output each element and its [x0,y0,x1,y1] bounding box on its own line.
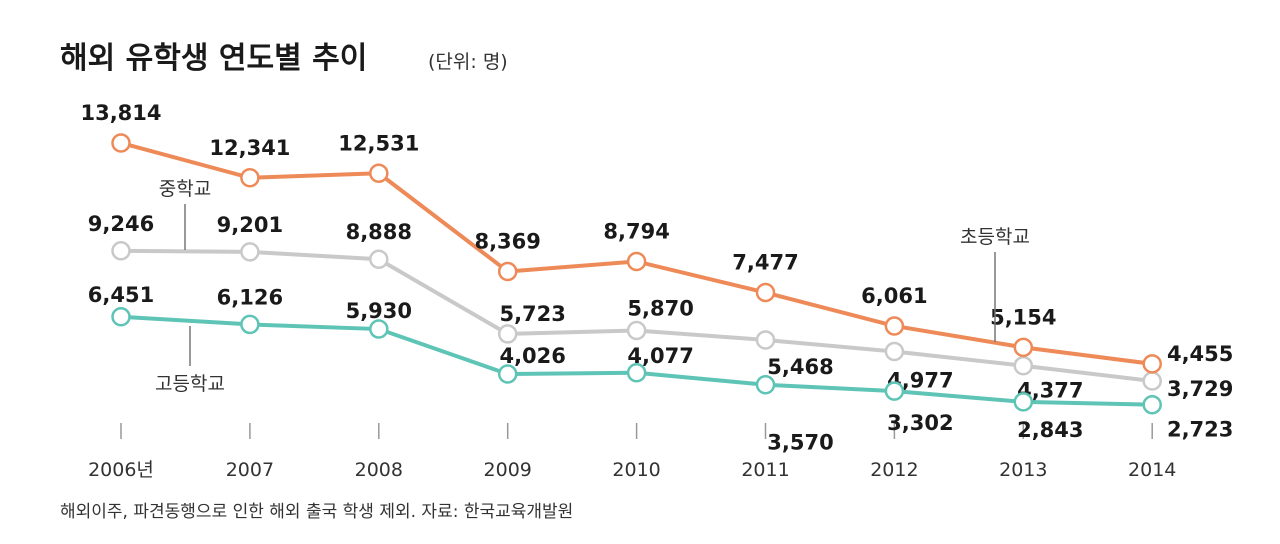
data-label: 8,794 [603,219,669,243]
series-2: 6,451 6,126 5,930 4,026 4,077 3,570 3,302 2,843… [88,283,1234,455]
data-point [111,133,131,153]
data-point [1013,392,1034,412]
data-point [111,241,131,261]
data-label: 4,455 [1167,342,1233,366]
data-point [497,261,518,282]
data-point [369,163,389,184]
data-label: 8,369 [474,229,540,253]
data-label: 6,126 [217,285,283,309]
data-point [626,363,647,383]
series-label: 중학교 [159,178,211,200]
data-point [369,319,389,339]
data-point [1142,394,1162,415]
data-label: 12,531 [338,131,419,155]
data-label: 12,341 [209,136,290,160]
data-point [626,320,647,341]
chart-unit: (단위: 명) [428,51,508,73]
data-label: 9,201 [217,213,283,237]
data-point [1013,355,1034,376]
data-label: 9,246 [88,212,154,236]
data-point [240,314,260,335]
data-point [240,168,260,188]
data-point [884,381,905,401]
data-label: 5,723 [499,302,565,326]
data-point [884,316,905,336]
x-tick-label: 2009 [484,459,532,481]
data-point [1013,337,1034,358]
x-tick-label: 2010 [612,459,660,481]
data-point [755,330,776,350]
series-label: 초등학교 [960,226,1030,248]
data-point [755,282,776,303]
x-tick-label: 2006년 [88,459,154,481]
data-label: 6,061 [861,284,927,308]
data-label: 5,154 [990,305,1056,329]
data-label: 3,302 [887,411,953,435]
x-tick-label: 2007 [226,459,274,481]
data-point [111,307,131,327]
x-tick-label: 2011 [741,459,789,481]
data-label: 3,570 [767,431,833,455]
data-point [497,324,518,344]
x-tick-label: 2014 [1128,459,1176,481]
data-point [1142,354,1162,374]
data-label: 4,026 [499,344,565,368]
data-label: 4,077 [627,344,693,368]
data-point [1142,371,1162,391]
data-label: 5,468 [767,355,833,379]
data-label: 2,843 [1017,418,1083,442]
data-label: 5,870 [627,296,693,320]
data-point [626,251,647,272]
data-label: 3,729 [1167,377,1233,401]
data-label: 7,477 [732,251,798,275]
x-tick-label: 2012 [870,459,918,481]
data-label: 6,451 [88,283,154,307]
data-label: 5,930 [346,299,412,323]
data-label: 2,723 [1167,418,1233,442]
series-label: 고등학교 [155,373,225,395]
data-point [240,242,260,262]
series-0: 13,814 12,341 12,531 8,369 8,794 7,477 6,061 5,… [80,101,1233,374]
data-point [755,374,776,395]
x-tick-label: 2013 [999,459,1047,481]
footnote: 해외이주, 파견동행으로 인한 해외 출국 학생 제외. 자료: 한국교육개발원 [60,502,573,522]
data-point [497,364,518,384]
data-label: 13,814 [80,101,161,125]
data-label: 8,888 [346,220,412,244]
data-point [369,249,389,269]
x-tick-label: 2008 [355,459,403,481]
chart-title: 해외 유학생 연도별 추이 [60,41,367,76]
data-point [884,341,905,362]
